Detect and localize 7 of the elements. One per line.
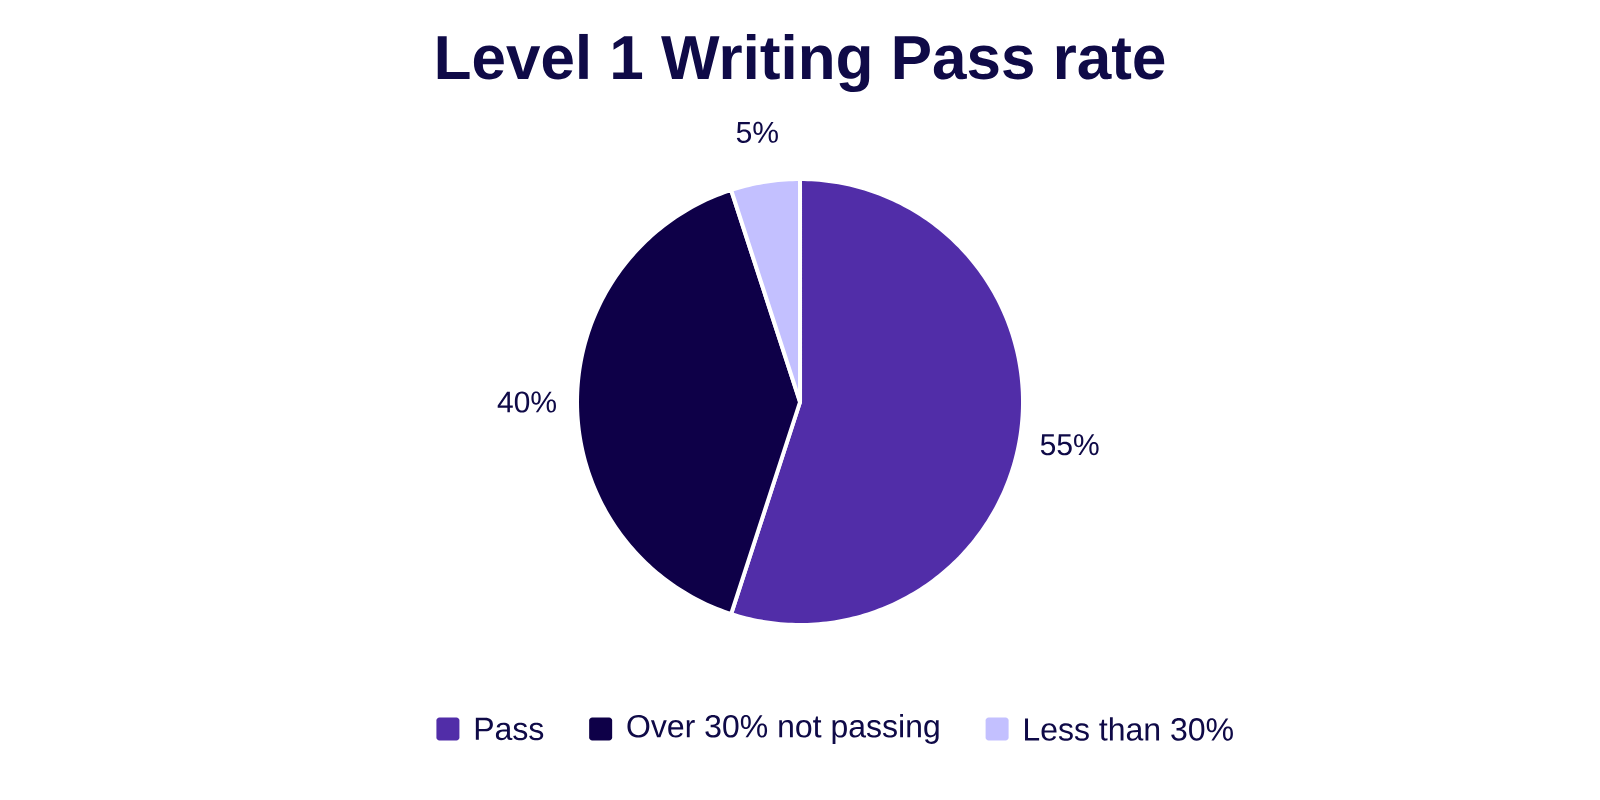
legend-label: Less than 30% <box>1025 717 1233 741</box>
data-label: 40% <box>497 391 556 413</box>
data-label: 5% <box>736 121 778 143</box>
legend-label: Over 30% not passing <box>627 714 939 744</box>
chart-title: Level 1 Writing Pass rate <box>437 33 1165 93</box>
legend-label: Pass <box>475 717 544 741</box>
data-label: 55% <box>1040 434 1099 456</box>
